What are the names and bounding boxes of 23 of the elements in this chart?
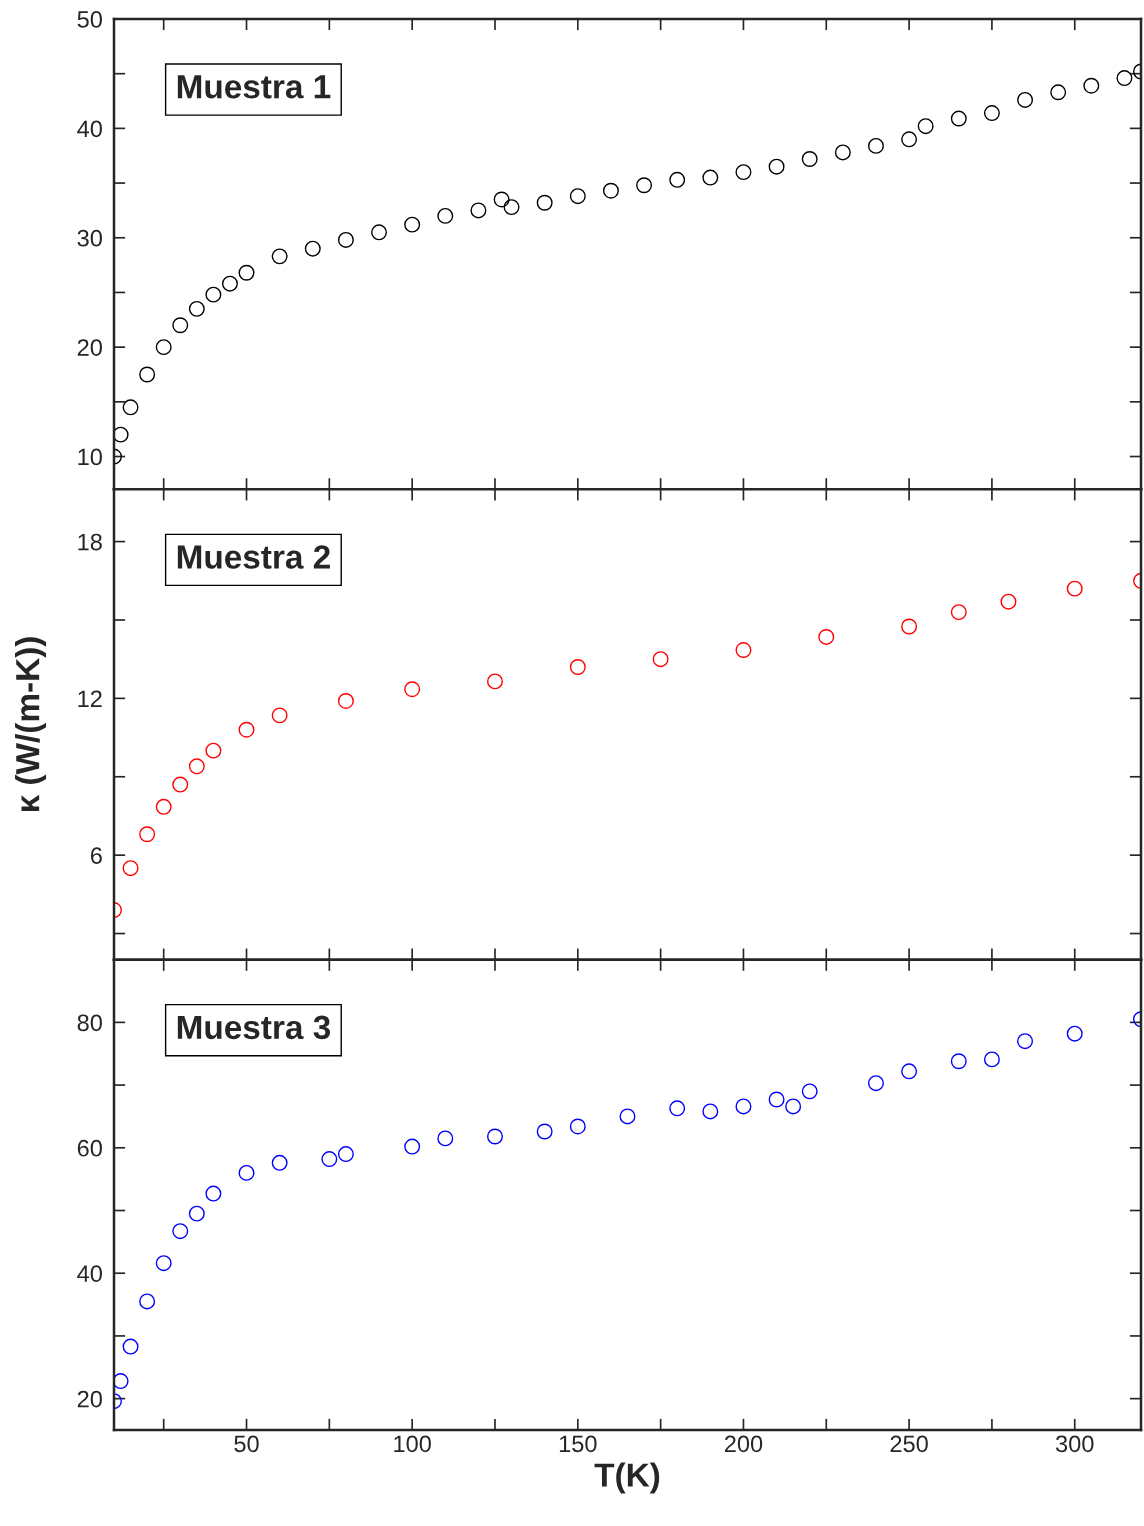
y-tick-label: 12 [78, 690, 102, 707]
x-tick-label: 300 [1055, 1435, 1094, 1453]
x-tick-label: 50 [234, 1435, 259, 1453]
y-tick-label: 80 [77, 1014, 102, 1032]
y-tick-label: 6 [90, 847, 102, 864]
x-axis-title: T(K) [594, 1462, 660, 1494]
x-tick-label: 250 [890, 1435, 928, 1453]
y-tick-label: 20 [77, 1390, 102, 1408]
y-tick-label: 50 [77, 11, 102, 28]
annotation: Muestra 1 [177, 75, 331, 99]
y-tick-label: 40 [77, 120, 102, 138]
y-tick-label: 60 [77, 1139, 102, 1157]
annotation: Muestra 3 [177, 1015, 331, 1040]
y-tick-label: 20 [77, 339, 102, 356]
y-tick-label: 18 [78, 533, 102, 551]
y-tick-label: 30 [77, 229, 102, 247]
y-tick-label: 40 [77, 1265, 102, 1283]
y-axis-title: κ (W/(m-K)) [15, 637, 47, 812]
annotation: Muestra 2 [177, 545, 330, 569]
y-tick-label: 10 [78, 448, 102, 466]
x-tick-label: 200 [724, 1435, 763, 1453]
x-tick-label: 100 [394, 1435, 431, 1453]
x-tick-label: 150 [559, 1435, 597, 1453]
